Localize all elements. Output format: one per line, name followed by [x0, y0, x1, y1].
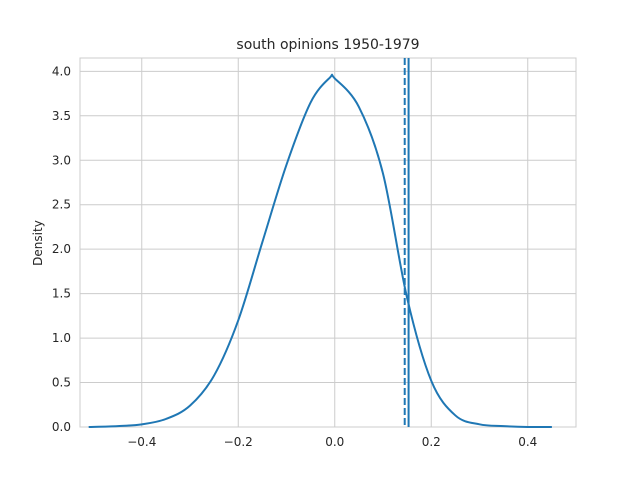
- x-tick-label: −0.4: [127, 435, 156, 449]
- y-tick-label: 0.0: [52, 420, 71, 434]
- y-tick-label: 0.5: [52, 376, 71, 390]
- y-tick-label: 2.0: [52, 242, 71, 256]
- plot-area: [79, 57, 577, 428]
- x-tick-label: 0.2: [422, 435, 441, 449]
- density-curve: [88, 73, 552, 429]
- y-tick-labels: 0.0 0.5 1.0 1.5 2.0 2.5 3.0 3.5 4.0: [52, 64, 71, 434]
- y-tick-label: 2.5: [52, 198, 71, 212]
- y-axis-label: Density: [31, 220, 45, 266]
- chart-title: south opinions 1950-1979: [236, 37, 419, 53]
- grid: [80, 58, 576, 428]
- x-tick-labels: −0.4 −0.2 0.0 0.2 0.4: [127, 435, 537, 449]
- x-tick-label: 0.4: [518, 435, 537, 449]
- y-tick-label: 3.0: [52, 153, 71, 167]
- y-tick-label: 4.0: [52, 64, 71, 78]
- y-tick-label: 1.5: [52, 287, 71, 301]
- y-tick-label: 3.5: [52, 109, 71, 123]
- y-tick-label: 1.0: [52, 331, 71, 345]
- x-tick-label: 0.0: [325, 435, 344, 449]
- marks: [88, 58, 552, 429]
- x-tick-label: −0.2: [224, 435, 253, 449]
